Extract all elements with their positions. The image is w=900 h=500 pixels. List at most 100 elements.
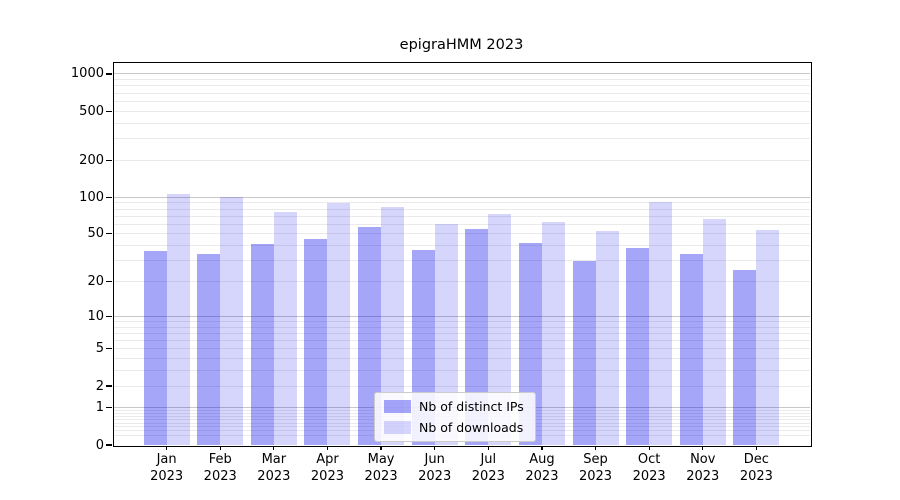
gridline	[113, 92, 810, 94]
bar-downloads-oct	[649, 201, 673, 445]
gridline	[113, 159, 810, 161]
bar-downloads-dec	[756, 229, 780, 445]
x-tick-mark	[434, 446, 436, 451]
y-tick-label: 50	[87, 226, 104, 242]
x-tick-label: Sep 2023	[578, 452, 613, 484]
gridline	[113, 339, 810, 341]
x-tick-mark	[166, 446, 168, 451]
gridline	[113, 358, 810, 360]
legend-label-downloads: Nb of downloads	[419, 420, 524, 435]
gridline	[113, 215, 810, 217]
y-tick-label: 0	[95, 437, 104, 453]
bar-downloads-jul	[488, 213, 512, 445]
x-tick-label: Mar 2023	[257, 452, 291, 484]
bar-downloads-mar	[273, 212, 297, 445]
bar-downloads-sep	[595, 230, 619, 445]
y-tick-mark	[106, 407, 112, 409]
bar-distinct-ips-jan	[143, 251, 167, 445]
bar-downloads-jan	[166, 194, 190, 445]
gridline	[113, 326, 810, 328]
y-tick-mark	[106, 444, 112, 446]
gridline	[113, 138, 810, 139]
x-tick-mark	[702, 446, 704, 451]
x-tick-label: Jun 2023	[418, 452, 452, 484]
bar-downloads-feb	[220, 196, 244, 445]
y-tick-mark	[106, 73, 112, 75]
gridline	[113, 202, 810, 204]
x-tick-mark	[648, 446, 650, 451]
bar-distinct-ips-apr	[304, 239, 328, 445]
gridline	[113, 79, 810, 81]
bar-downloads-jun	[434, 224, 458, 445]
y-tick-label: 10	[87, 308, 104, 324]
y-tick-label: 100	[79, 189, 104, 205]
legend: Nb of distinct IPs Nb of downloads	[374, 392, 536, 442]
gridline	[113, 245, 810, 247]
bar-distinct-ips-mar	[250, 244, 274, 445]
gridline	[113, 73, 810, 75]
y-tick-label: 1	[95, 400, 104, 416]
x-tick-mark	[273, 446, 275, 451]
bar-distinct-ips-feb	[197, 254, 221, 445]
bar-distinct-ips-sep	[572, 260, 596, 445]
gridline	[113, 280, 810, 282]
bar-distinct-ips-oct	[626, 248, 650, 445]
gridline	[113, 100, 810, 102]
gridline	[113, 348, 810, 350]
bar-distinct-ips-dec	[733, 270, 757, 445]
x-tick-label: May 2023	[364, 452, 398, 484]
x-tick-label: Jan 2023	[150, 452, 184, 484]
x-tick-mark	[755, 446, 757, 451]
legend-swatch-distinct-ips	[384, 400, 411, 413]
chart-title: epigraHMM 2023	[399, 37, 524, 53]
x-tick-mark	[219, 446, 221, 451]
legend-swatch-downloads	[384, 421, 411, 434]
gridline	[113, 332, 810, 334]
bar-distinct-ips-jul	[465, 228, 489, 445]
bar-downloads-may	[381, 207, 405, 445]
gridline	[113, 370, 810, 372]
gridline	[113, 320, 810, 322]
y-tick-mark	[106, 280, 112, 283]
x-tick-label: Nov 2023	[686, 452, 720, 484]
bar-distinct-ips-nov	[679, 254, 703, 445]
y-tick-mark	[106, 233, 112, 235]
x-tick-mark	[380, 446, 382, 451]
gridline	[113, 110, 810, 112]
x-tick-label: Feb 2023	[203, 452, 237, 484]
y-tick-mark	[106, 159, 112, 161]
bar-downloads-nov	[702, 219, 726, 445]
bar-distinct-ips-may	[358, 226, 382, 445]
bar-downloads-aug	[541, 221, 565, 445]
gridline	[113, 315, 810, 317]
gridline	[113, 223, 810, 225]
y-tick-mark	[106, 385, 112, 387]
x-tick-mark	[487, 446, 489, 451]
gridline	[113, 233, 810, 235]
legend-label-distinct-ips: Nb of distinct IPs	[419, 399, 524, 414]
y-tick-label: 20	[87, 273, 104, 289]
plot-area	[113, 62, 810, 445]
y-tick-label: 5	[95, 341, 104, 357]
y-tick-mark	[106, 110, 112, 112]
gridline	[113, 385, 810, 387]
x-tick-mark	[541, 446, 543, 451]
y-tick-mark	[106, 348, 112, 350]
y-tick-label: 200	[79, 152, 104, 168]
y-tick-label: 1000	[70, 66, 104, 82]
x-tick-label: Dec 2023	[739, 452, 773, 484]
gridline	[113, 196, 810, 198]
y-tick-label: 500	[79, 103, 104, 119]
gridline	[113, 85, 810, 87]
y-tick-mark	[106, 315, 112, 317]
x-tick-mark	[326, 446, 329, 451]
x-tick-mark	[594, 446, 597, 451]
y-tick-label: 2	[95, 378, 104, 394]
gridline	[113, 122, 810, 124]
x-tick-label: Jul 2023	[471, 452, 505, 484]
x-tick-label: Aug 2023	[525, 452, 559, 484]
gridline	[113, 260, 810, 262]
legend-item-downloads: Nb of downloads	[384, 420, 524, 435]
y-tick-mark	[106, 196, 112, 198]
x-tick-label: Oct 2023	[632, 452, 666, 484]
